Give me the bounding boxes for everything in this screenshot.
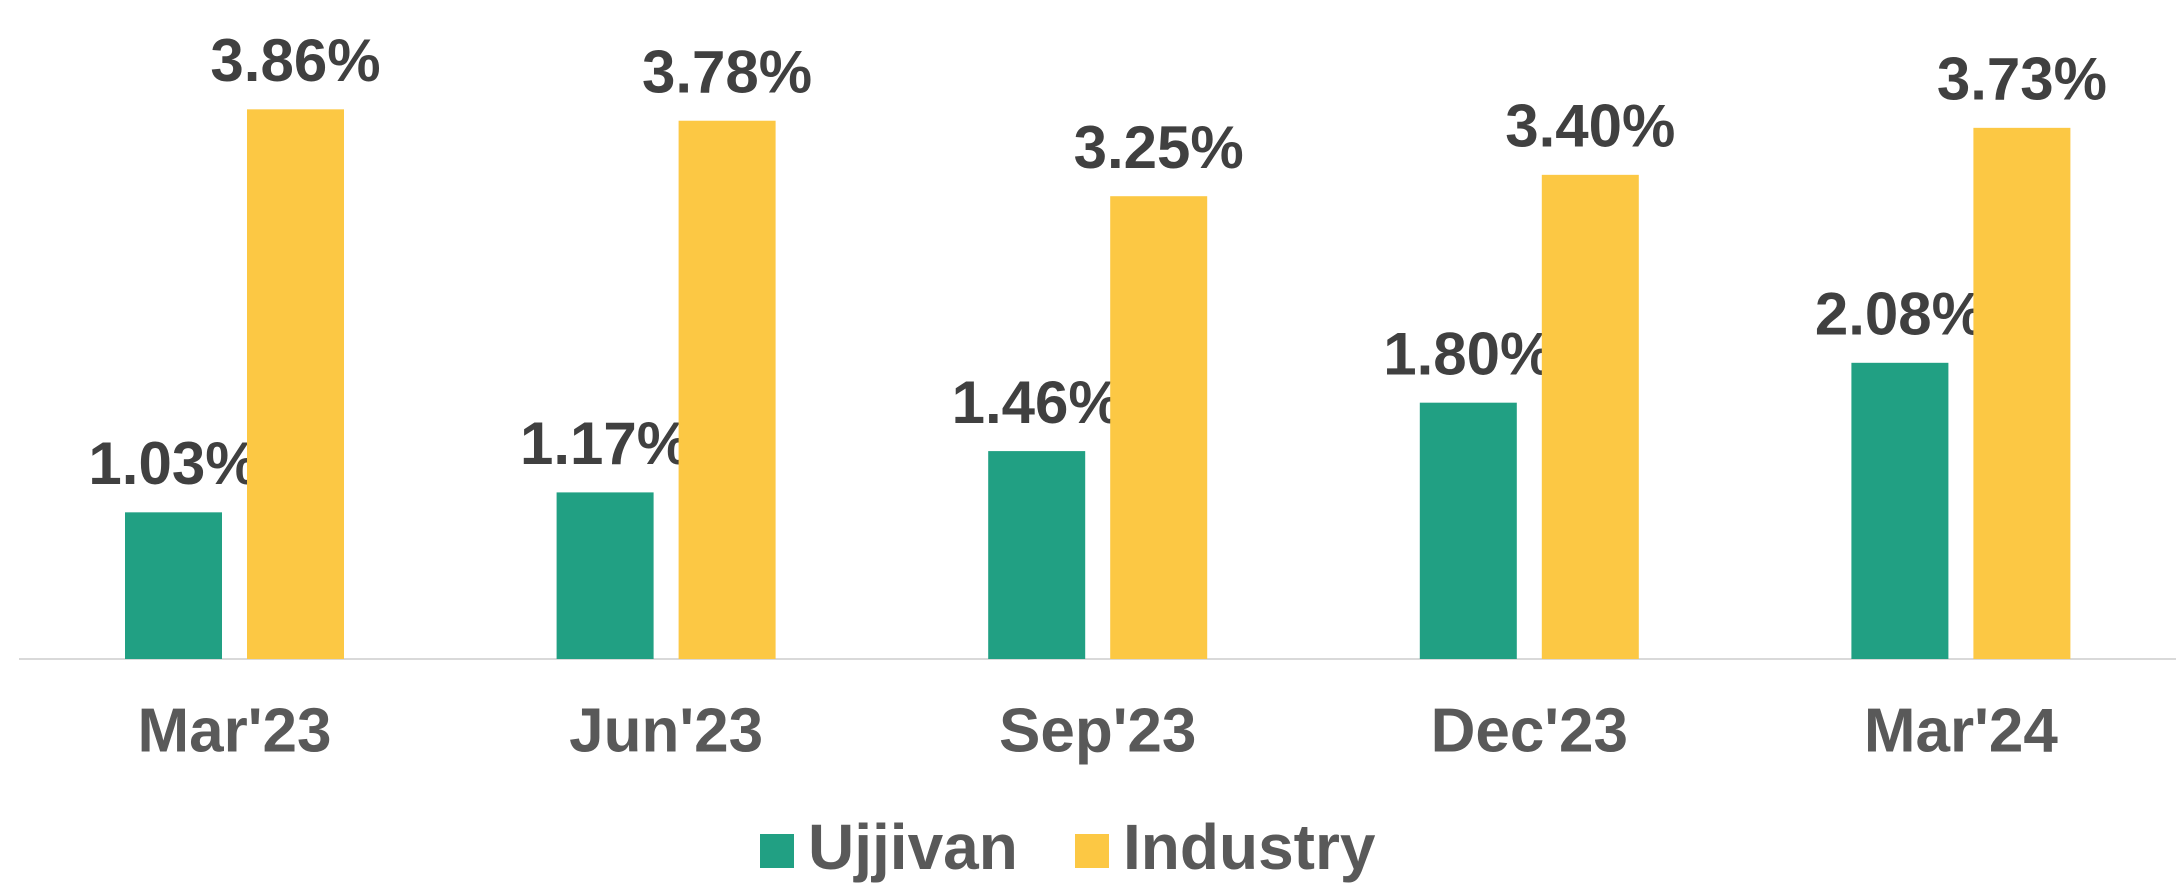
bar (247, 109, 344, 659)
value-label: 2.08% (1815, 281, 1985, 348)
bar (556, 492, 654, 659)
value-label: 1.03% (88, 430, 258, 497)
x-tick-label: Jun'23 (569, 696, 763, 765)
legend-label: Ujjivan (808, 811, 1018, 883)
bar (1851, 362, 1949, 659)
legend-label: Industry (1123, 811, 1376, 883)
legend-swatch (760, 834, 794, 868)
x-tick-label: Sep'23 (999, 696, 1196, 765)
bar (988, 451, 1086, 659)
value-label: 1.46% (952, 369, 1122, 436)
value-label: 1.17% (520, 410, 690, 477)
value-label: 3.78% (642, 39, 812, 106)
x-tick-label: Dec'23 (1431, 696, 1628, 765)
bar (1419, 402, 1517, 659)
x-tick-label: Mar'23 (138, 696, 332, 765)
bar (1541, 174, 1639, 659)
bar (678, 120, 776, 659)
value-label: 1.80% (1383, 321, 1553, 388)
bar (1110, 196, 1208, 659)
legend-swatch (1075, 834, 1109, 868)
bar (125, 512, 222, 659)
value-label: 3.40% (1505, 93, 1675, 160)
value-label: 3.73% (1937, 46, 2107, 113)
x-tick-label: Mar'24 (1864, 696, 2058, 765)
value-label: 3.25% (1074, 114, 1244, 181)
value-label: 3.86% (210, 27, 380, 94)
bar (1973, 127, 2071, 659)
